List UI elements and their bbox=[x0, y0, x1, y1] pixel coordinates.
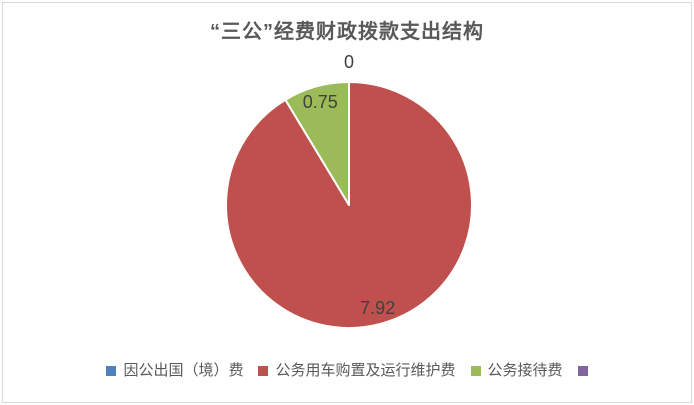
legend-swatch bbox=[106, 366, 117, 376]
legend-label: 公务用车购置及运行维护费 bbox=[275, 362, 456, 379]
legend-swatch bbox=[470, 366, 481, 376]
legend-swatch bbox=[577, 366, 588, 376]
chart-title: “三公”经费财政拨款支出结构 bbox=[210, 21, 484, 43]
data-label-2: 0.75 bbox=[303, 92, 338, 112]
data-label-0: 0 bbox=[344, 52, 354, 72]
legend-item-0: 因公出国（境）费 bbox=[106, 363, 243, 379]
pie-slice-2 bbox=[284, 81, 350, 206]
legend-label: 公务接待费 bbox=[487, 362, 563, 379]
data-label-1: 7.92 bbox=[360, 298, 395, 318]
legend-item-2: 公务接待费 bbox=[470, 362, 563, 379]
legend-item-1: 公务用车购置及运行维护费 bbox=[258, 362, 456, 379]
chart-legend: 因公出国（境）费 公务用车购置及运行维护费 公务接待费 bbox=[3, 363, 691, 379]
legend-swatch bbox=[258, 366, 269, 376]
legend-item-3 bbox=[577, 366, 588, 376]
pie-chart: 0 7.92 0.75 bbox=[225, 52, 474, 329]
legend-label: 因公出国（境）费 bbox=[123, 362, 244, 379]
